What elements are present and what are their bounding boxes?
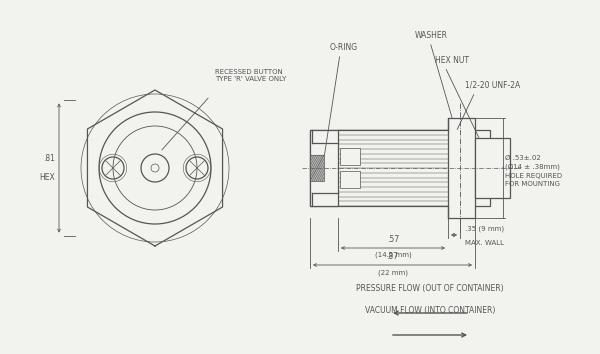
Bar <box>310 130 338 206</box>
Text: .35 (9 mm): .35 (9 mm) <box>465 225 504 232</box>
Text: .57: .57 <box>387 235 399 244</box>
Text: HEX: HEX <box>39 173 55 182</box>
Text: .87: .87 <box>386 252 398 261</box>
Text: .81: .81 <box>43 154 55 163</box>
Bar <box>310 130 490 206</box>
Text: Ø .53±.02
(Ø14 ± .38mm)
HOLE REQUIRED
FOR MOUNTING: Ø .53±.02 (Ø14 ± .38mm) HOLE REQUIRED FO… <box>505 155 562 187</box>
Text: VACUUM FLOW (INTO CONTAINER): VACUUM FLOW (INTO CONTAINER) <box>365 306 495 315</box>
Bar <box>310 155 324 181</box>
Text: (22 mm): (22 mm) <box>377 269 407 275</box>
Text: 1/2-20 UNF-2A: 1/2-20 UNF-2A <box>465 81 520 90</box>
Text: RECESSED BUTTON
TYPE 'R' VALVE ONLY: RECESSED BUTTON TYPE 'R' VALVE ONLY <box>215 69 286 82</box>
Text: WASHER: WASHER <box>415 31 448 40</box>
Text: (14.5 mm): (14.5 mm) <box>374 252 412 258</box>
Bar <box>475 138 510 198</box>
Bar <box>448 118 475 218</box>
Bar <box>340 148 360 165</box>
Text: HEX NUT: HEX NUT <box>435 56 469 65</box>
Text: MAX. WALL: MAX. WALL <box>465 240 504 246</box>
Text: PRESSURE FLOW (OUT OF CONTAINER): PRESSURE FLOW (OUT OF CONTAINER) <box>356 284 504 293</box>
Text: O-RING: O-RING <box>330 43 358 52</box>
Bar <box>340 171 360 188</box>
